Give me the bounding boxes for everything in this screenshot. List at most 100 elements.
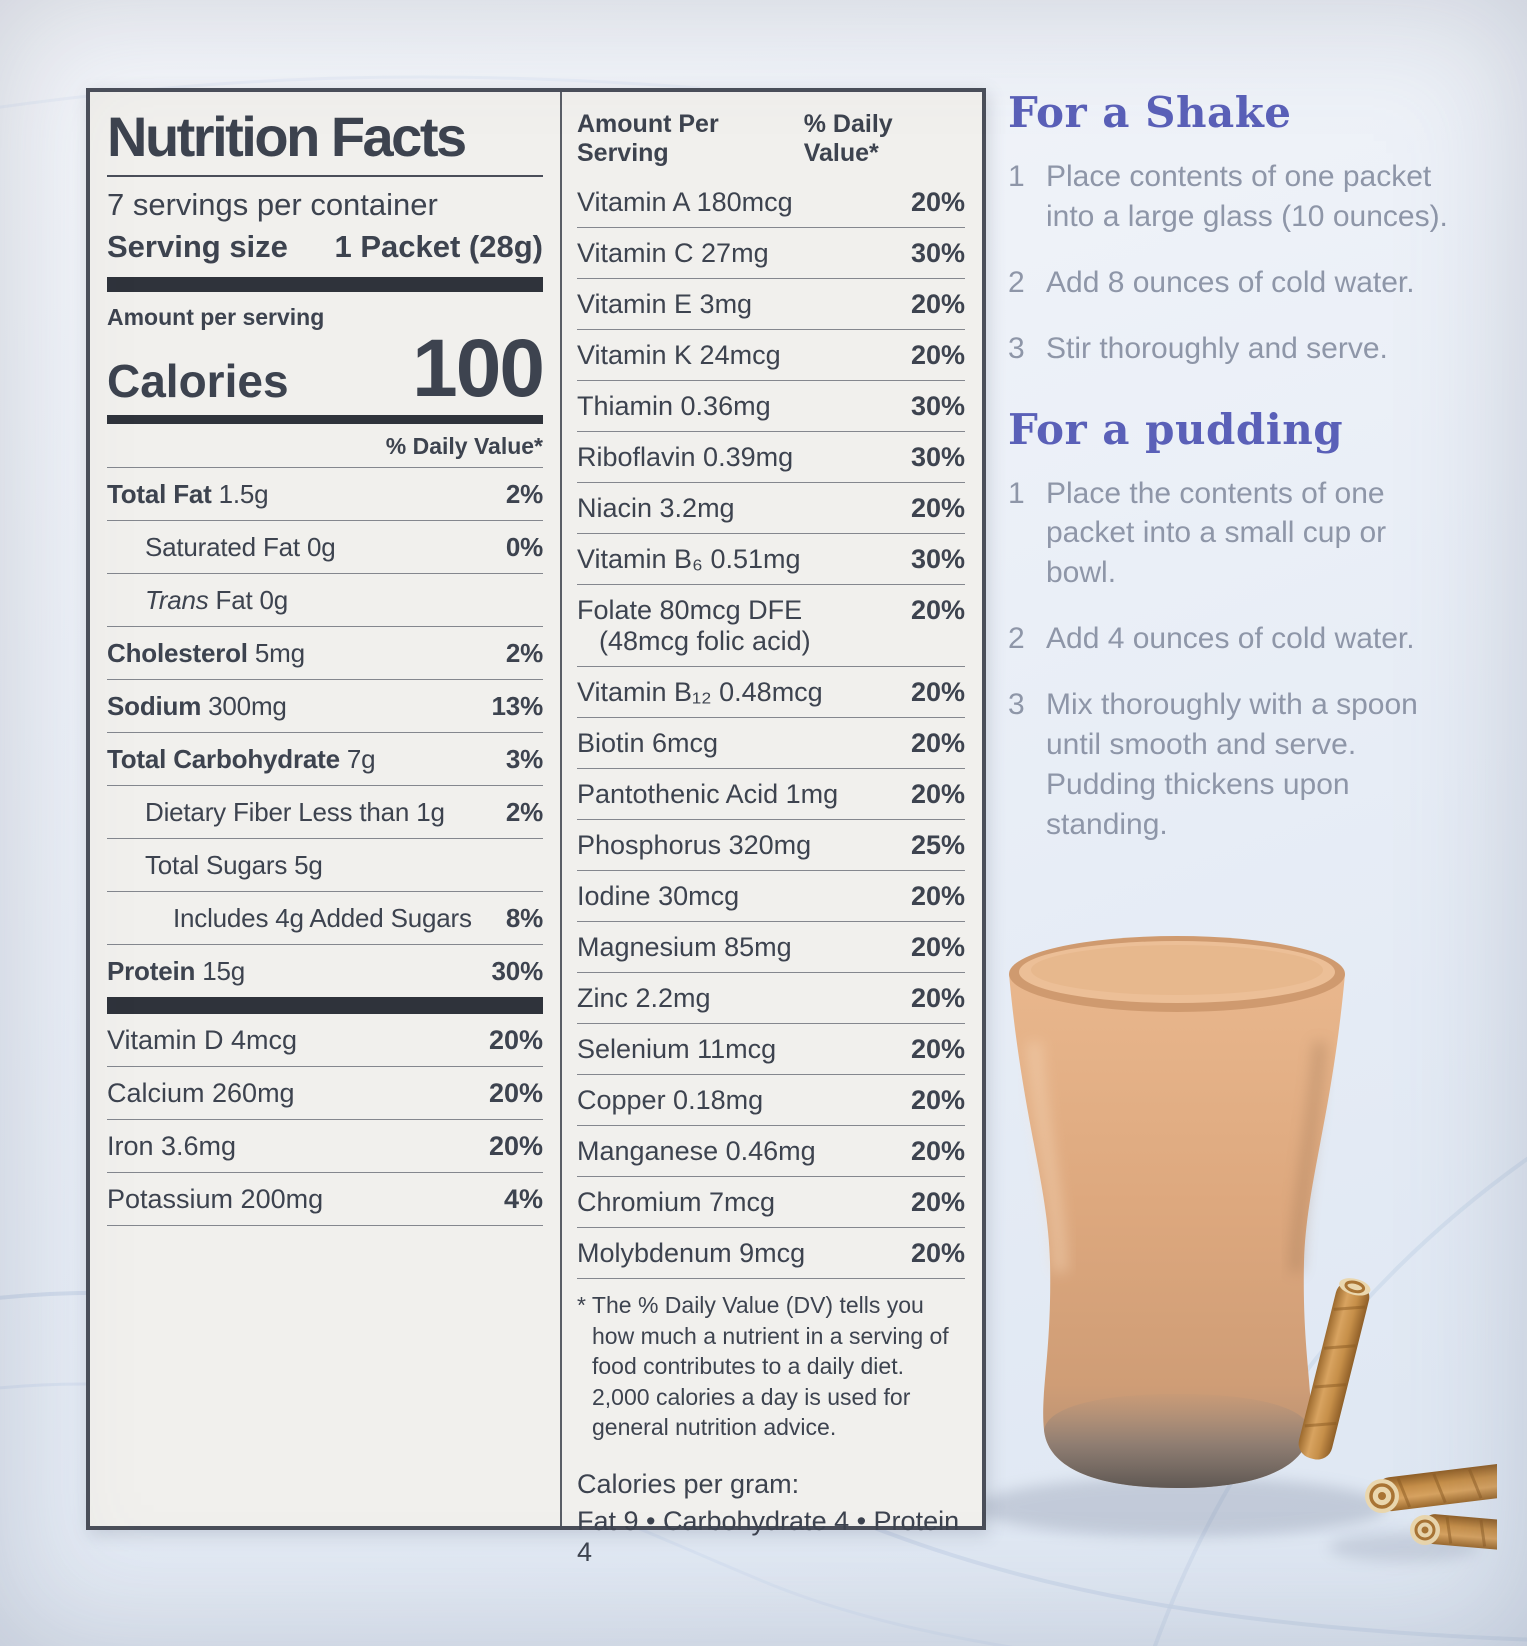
shake-photo xyxy=(977,936,1497,1562)
vitamin-daily-value: 20% xyxy=(910,1085,965,1115)
vitamin-name: Vitamin E 3mg xyxy=(577,289,753,319)
shake-steps: 1 Place contents of one packet into a lar… xyxy=(1008,157,1484,369)
calories-label: Calories xyxy=(107,354,289,407)
instruction-step: 2 Add 8 ounces of cold water. xyxy=(1008,263,1484,303)
serving-size-row: Serving size 1 Packet (28g) xyxy=(107,225,543,277)
wafer-rolls-image xyxy=(1298,1278,1497,1554)
nutrient-name: Sodium 300mg xyxy=(107,690,287,721)
shake-section-title: For a Shake xyxy=(1008,88,1292,137)
serving-size-value: 1 Packet (28g) xyxy=(334,229,544,265)
vitamin-daily-value: 20% xyxy=(910,340,965,370)
vitamin-row: Molybdenum 9mcg 20% xyxy=(577,1228,965,1279)
vitamin-name: Folate 80mcg DFE (48mcg folic acid) xyxy=(577,595,811,656)
vitamin-row: Iodine 30mcg 20% xyxy=(577,871,965,922)
glass-shadow xyxy=(977,1477,1387,1537)
vitamin-name-subline: (48mcg folic acid) xyxy=(599,626,811,656)
vitamin-row: Vitamin A 180mcg 20% xyxy=(577,177,965,228)
glass-base xyxy=(1044,1394,1310,1488)
vitamin-row: Selenium 11mcg 20% xyxy=(577,1024,965,1075)
vitamin-name: Molybdenum 9mcg xyxy=(577,1238,806,1268)
mineral-daily-value: 4% xyxy=(503,1183,543,1214)
nutrition-facts-label: Nutrition Facts 7 servings per container… xyxy=(86,88,986,1567)
nutrient-name: Trans Fat 0g xyxy=(145,584,289,615)
step-text: Place contents of one packet into a larg… xyxy=(1046,160,1448,233)
divider-line xyxy=(107,175,543,178)
vitamin-row: Folate 80mcg DFE (48mcg folic acid) 20% xyxy=(577,585,965,667)
vitamin-row: Vitamin B₁₂ 0.48mcg 20% xyxy=(577,667,965,718)
amount-per-serving-header: Amount Per Serving xyxy=(577,110,719,167)
vitamin-row: Vitamin C 27mg 30% xyxy=(577,228,965,279)
vitamin-row: Biotin 6mcg 20% xyxy=(577,718,965,769)
vitamin-name: Thiamin 0.36mg xyxy=(577,391,771,421)
vitamin-name: Vitamin K 24mcg xyxy=(577,340,781,370)
vitamin-row: Phosphorus 320mg 25% xyxy=(577,820,965,871)
vitamin-row: Copper 0.18mg 20% xyxy=(577,1075,965,1126)
nutrient-row: Trans Fat 0g xyxy=(107,572,543,626)
vitamin-daily-value: 20% xyxy=(910,728,965,758)
servings-per-container: 7 servings per container xyxy=(107,187,438,223)
mineral-name: Potassium 200mg xyxy=(107,1183,324,1214)
nutrient-rows: Total Fat 1.5g 2% Saturated Fat 0g 0% Trans … xyxy=(107,466,544,997)
nutrient-name: Dietary Fiber Less than 1g xyxy=(145,796,445,827)
nutrient-daily-value: 2% xyxy=(505,796,543,827)
vitamin-name: Zinc 2.2mg xyxy=(577,983,711,1013)
vitamin-name: Phosphorus 320mg xyxy=(577,830,812,860)
vitamin-row: Magnesium 85mg 20% xyxy=(577,922,965,973)
nutrient-row: Saturated Fat 0g 0% xyxy=(107,519,543,573)
vitamin-table-header: Amount Per Serving % Daily Value* xyxy=(577,104,965,177)
dv-footnote: * The % Daily Value (DV) tells you how m… xyxy=(577,1292,949,1441)
mineral-daily-value: 20% xyxy=(488,1024,543,1055)
nutrient-row: Total Fat 1.5g 2% xyxy=(107,466,543,520)
nutrient-name: Total Sugars 5g xyxy=(145,849,323,880)
vitamin-row: Chromium 7mcg 20% xyxy=(577,1177,965,1228)
nutrient-daily-value: 8% xyxy=(505,902,543,933)
vitamin-daily-value: 30% xyxy=(910,442,965,472)
nutrient-row: Total Carbohydrate 7g 3% xyxy=(107,731,543,785)
vitamin-name: Magnesium 85mg xyxy=(577,932,792,962)
nutrient-row: Cholesterol 5mg 2% xyxy=(107,625,543,679)
vitamin-name: Vitamin C 27mg xyxy=(577,238,769,268)
nutrient-daily-value: 13% xyxy=(491,690,544,721)
nutrient-row: Total Sugars 5g xyxy=(107,837,543,891)
vitamin-row: Manganese 0.46mg 20% xyxy=(577,1126,965,1177)
nutrient-name: Protein 15g xyxy=(107,955,245,986)
vitamin-daily-value: 30% xyxy=(910,391,965,421)
nutrition-facts-title: Nutrition Facts xyxy=(107,105,467,168)
vitamin-name: Copper 0.18mg xyxy=(577,1085,764,1115)
vitamin-name: Biotin 6mcg xyxy=(577,728,719,758)
vitamin-daily-value: 20% xyxy=(910,187,965,217)
nutrition-facts-main-column: Nutrition Facts 7 servings per container… xyxy=(90,92,560,1526)
nutrient-daily-value: 30% xyxy=(491,955,544,986)
vitamin-name: Riboflavin 0.39mg xyxy=(577,442,794,472)
vitamin-name: Pantothenic Acid 1mg xyxy=(577,779,839,809)
mineral-row: Calcium 260mg 20% xyxy=(107,1067,543,1120)
step-text: Add 4 ounces of cold water. xyxy=(1046,622,1415,656)
amount-per-serving-label: Amount per serving xyxy=(107,304,325,331)
vitamin-name: Chromium 7mcg xyxy=(577,1187,776,1217)
vitamin-daily-value: 20% xyxy=(910,1034,965,1064)
mineral-name: Vitamin D 4mcg xyxy=(107,1024,298,1055)
daily-value-header-left: % Daily Value* xyxy=(385,432,543,459)
instruction-step: 3 Stir thoroughly and serve. xyxy=(1008,329,1484,369)
shake-surface-inner xyxy=(1031,945,1323,995)
vitamin-name: Vitamin B₁₂ 0.48mcg xyxy=(577,677,823,707)
instruction-step: 2 Add 4 ounces of cold water. xyxy=(1008,619,1484,659)
thick-divider-bar xyxy=(107,277,543,293)
nutrient-row: Sodium 300mg 13% xyxy=(107,678,544,732)
step-text: Place the contents of one packet into a … xyxy=(1046,476,1387,590)
vitamin-daily-value: 20% xyxy=(910,595,965,625)
mineral-daily-value: 20% xyxy=(488,1077,543,1108)
vitamin-daily-value: 20% xyxy=(910,1238,965,1268)
vitamin-daily-value: 20% xyxy=(910,881,965,911)
nutrient-name: Cholesterol 5mg xyxy=(107,637,305,668)
thick-divider-bar xyxy=(107,996,543,1014)
vitamin-daily-value: 20% xyxy=(910,677,965,707)
nutrient-name: Total Fat 1.5g xyxy=(107,478,269,509)
step-text: Stir thoroughly and serve. xyxy=(1046,331,1388,365)
vitamin-name: Selenium 11mcg xyxy=(577,1034,777,1064)
serving-size-label: Serving size xyxy=(107,229,288,265)
step-number: 1 xyxy=(1008,160,1025,193)
step-text: Mix thoroughly with a spoon until smooth… xyxy=(1046,688,1418,841)
glass-body xyxy=(1009,974,1345,1488)
mineral-row: Potassium 200mg 4% xyxy=(107,1173,543,1226)
